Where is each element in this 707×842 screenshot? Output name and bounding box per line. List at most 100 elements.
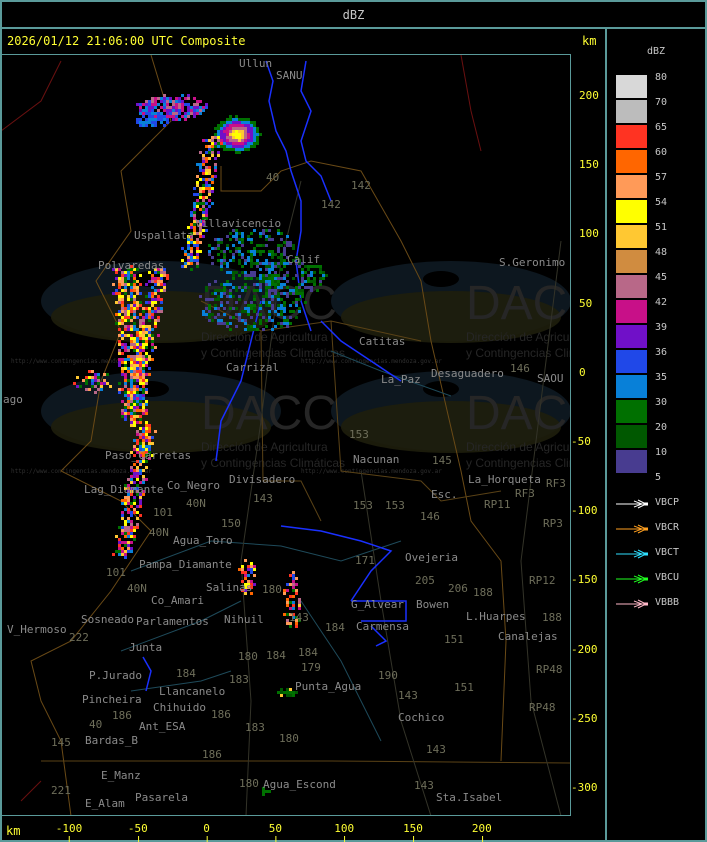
scale-label: 54 xyxy=(655,197,668,208)
echo-pixel xyxy=(133,418,136,421)
echo-pixel xyxy=(145,403,148,406)
echo-pixel xyxy=(271,280,274,283)
echo-pixel xyxy=(259,232,262,235)
echo-pixel xyxy=(139,469,142,472)
echo-pixel xyxy=(238,124,241,127)
place-label: Desaguadero xyxy=(431,367,504,380)
place-label: Paso_Carretas xyxy=(105,449,191,462)
echo-pixel xyxy=(298,607,301,610)
echo-pixel xyxy=(250,238,253,241)
echo-pixel xyxy=(253,304,256,307)
echo-pixel xyxy=(217,322,220,325)
echo-pixel xyxy=(127,307,130,310)
echo-pixel xyxy=(133,538,136,541)
echo-pixel xyxy=(142,379,145,382)
echo-pixel xyxy=(298,289,301,292)
echo-pixel xyxy=(235,325,238,328)
echo-pixel xyxy=(136,472,139,475)
echo-pixel xyxy=(211,181,214,184)
echo-pixel xyxy=(271,289,274,292)
echo-pixel xyxy=(202,178,205,181)
echo-pixel xyxy=(256,313,259,316)
echo-pixel xyxy=(148,319,151,322)
echo-pixel xyxy=(250,250,253,253)
echo-pixel xyxy=(223,307,226,310)
echo-pixel xyxy=(241,235,244,238)
echo-pixel xyxy=(154,283,157,286)
echo-pixel xyxy=(199,106,202,109)
echo-pixel xyxy=(196,199,199,202)
echo-pixel xyxy=(151,100,154,103)
scale-label: 48 xyxy=(655,247,668,258)
radar-name: VBBB xyxy=(655,597,680,608)
echo-pixel xyxy=(121,274,124,277)
echo-pixel xyxy=(166,103,169,106)
echo-pixel xyxy=(241,319,244,322)
echo-pixel xyxy=(289,607,292,610)
echo-pixel xyxy=(130,346,133,349)
echo-pixel xyxy=(124,277,127,280)
echo-pixel xyxy=(280,322,283,325)
echo-pixel xyxy=(139,121,142,124)
echo-pixel xyxy=(271,295,274,298)
echo-pixel xyxy=(172,109,175,112)
echo-pixel xyxy=(202,211,205,214)
echo-pixel xyxy=(220,127,223,130)
echo-pixel xyxy=(322,274,325,277)
echo-pixel xyxy=(244,574,247,577)
echo-pixel xyxy=(145,451,148,454)
echo-pixel xyxy=(130,535,133,538)
watermark-line1: Dirección de Agricultura xyxy=(466,440,571,454)
echo-pixel xyxy=(247,277,250,280)
echo-pixel xyxy=(133,325,136,328)
echo-pixel xyxy=(88,388,91,391)
watermark-line2: y Contingencias Climáticas xyxy=(466,346,571,360)
echo-pixel xyxy=(139,445,142,448)
echo-pixel xyxy=(151,334,154,337)
echo-pixel xyxy=(127,328,130,331)
echo-pixel xyxy=(244,133,247,136)
echo-pixel xyxy=(142,121,145,124)
echo-pixel xyxy=(175,100,178,103)
echo-pixel xyxy=(298,601,301,604)
echo-pixel xyxy=(124,271,127,274)
echo-pixel xyxy=(298,604,301,607)
echo-pixel xyxy=(265,304,268,307)
echo-pixel xyxy=(139,505,142,508)
y-tick-label: 200 xyxy=(579,89,599,102)
echo-pixel xyxy=(226,265,229,268)
echo-pixel xyxy=(238,253,241,256)
echo-pixel xyxy=(271,283,274,286)
echo-pixel xyxy=(121,346,124,349)
echo-pixel xyxy=(136,355,139,358)
echo-pixel xyxy=(214,133,217,136)
echo-pixel xyxy=(271,277,274,280)
x-tick-label: 0 xyxy=(203,822,210,842)
echo-pixel xyxy=(139,388,142,391)
echo-pixel xyxy=(127,313,130,316)
echo-pixel xyxy=(163,106,166,109)
route-label: 190 xyxy=(378,669,398,682)
echo-pixel xyxy=(133,295,136,298)
echo-pixel xyxy=(154,322,157,325)
echo-pixel xyxy=(229,136,232,139)
echo-pixel xyxy=(313,277,316,280)
echo-pixel xyxy=(133,472,136,475)
echo-pixel xyxy=(121,295,124,298)
echo-pixel xyxy=(118,334,121,337)
echo-pixel xyxy=(232,256,235,259)
echo-pixel xyxy=(151,316,154,319)
echo-pixel xyxy=(130,532,133,535)
echo-pixel xyxy=(238,259,241,262)
echo-pixel xyxy=(241,142,244,145)
echo-pixel xyxy=(142,430,145,433)
echo-pixel xyxy=(202,154,205,157)
echo-pixel xyxy=(160,112,163,115)
echo-pixel xyxy=(238,568,241,571)
echo-pixel xyxy=(301,283,304,286)
radar-name: VBCR xyxy=(655,522,680,533)
echo-pixel xyxy=(97,376,100,379)
echo-pixel xyxy=(190,259,193,262)
